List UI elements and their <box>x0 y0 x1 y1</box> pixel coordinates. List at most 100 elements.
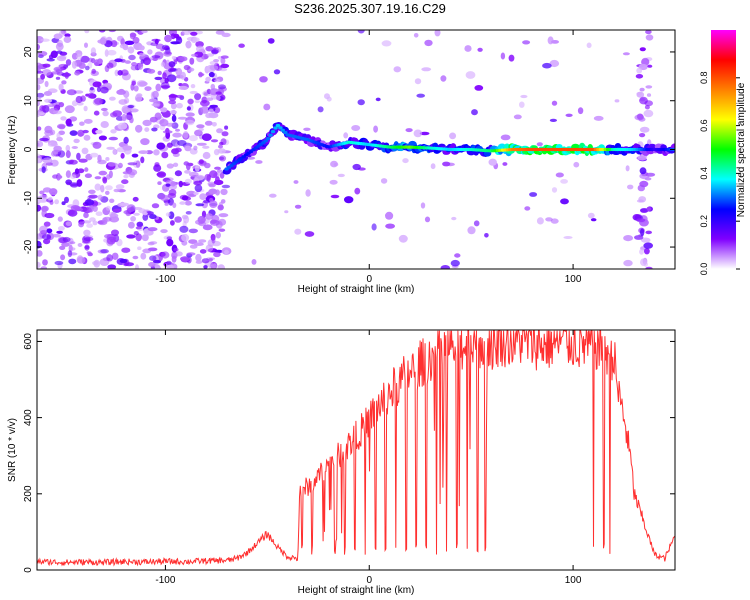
snr-x-tick-label: 100 <box>565 575 582 586</box>
spectrogram-noise-cell <box>454 253 461 258</box>
spectrogram-noise-cell <box>194 184 203 193</box>
spectrogram-noise-cell <box>205 76 211 82</box>
spectrogram-noise-cell <box>174 170 182 177</box>
snr-series-line <box>37 330 675 567</box>
spectrogram-noise-cell <box>133 231 139 236</box>
spectrogram-noise-cell <box>37 240 42 249</box>
colorbar: 0.0 0.2 0.4 0.6 0.8 Normalized spectral ampl… <box>699 30 747 275</box>
spectrogram-noise-cell <box>165 183 171 187</box>
spectrogram-noise-cell <box>304 231 315 237</box>
spectrogram-noise-cell <box>184 200 192 206</box>
spectrogram-noise-cell <box>76 256 86 264</box>
spectrogram-noise-cell <box>44 98 53 103</box>
spectrogram-noise-cell <box>168 100 177 105</box>
spectrogram-noise-cell <box>181 233 190 242</box>
spectrogram-noise-cell <box>153 259 161 264</box>
spectrogram-noise-cell <box>639 47 646 52</box>
spectrogram-noise-cell <box>76 53 83 60</box>
spectrogram-noise-cell <box>220 138 227 146</box>
spectrogram-noise-cell <box>87 252 93 257</box>
spectrogram-noise-cell <box>37 250 43 257</box>
spectrogram-noise-cell <box>181 240 188 246</box>
spectrogram-noise-cell <box>563 236 573 239</box>
spectrogram-noise-cell <box>189 57 195 65</box>
spectrogram-noise-cell <box>169 110 177 115</box>
spectrogram-noise-cell <box>193 191 199 196</box>
spectrogram-noise-cell <box>416 93 426 98</box>
spectrogram-noise-cell <box>155 83 162 92</box>
spectrogram-noise-cell <box>643 109 654 118</box>
spectrogram-noise-cell <box>208 112 219 119</box>
spectrogram-noise-cell <box>117 122 128 130</box>
spectrogram-noise-cell <box>64 71 70 79</box>
spectrogram-noise-cell <box>151 103 160 107</box>
spectrogram-noise-cell <box>117 70 123 76</box>
spectrogram-noise-cell <box>69 174 77 180</box>
spectrogram-noise-cell <box>317 106 324 113</box>
spectrogram-noise-cell <box>484 233 489 238</box>
spectrogram-noise-cell <box>373 125 378 133</box>
spectrogram-noise-cell <box>121 113 127 122</box>
spectrogram-noise-cell <box>67 250 73 258</box>
spectrogram-noise-cell <box>150 42 158 47</box>
spectrogram-noise-cell <box>89 217 96 222</box>
spectrogram-noise-cell <box>140 156 145 164</box>
spectrogram-noise-cell <box>64 33 71 38</box>
spectrogram-noise-cell <box>70 205 81 211</box>
spectrogram-noise-cell <box>182 131 189 139</box>
spectrogram-noise-cell <box>640 228 645 237</box>
spectrogram-noise-cell <box>135 160 141 168</box>
spectrogram-noise-cell <box>83 212 89 219</box>
spectrogram-noise-cell <box>105 205 111 211</box>
spectrogram-noise-cell <box>156 172 166 177</box>
spectrogram-noise-cell <box>217 148 226 154</box>
spectrogram-noise-cell <box>171 255 177 263</box>
spectrogram-noise-cell <box>88 194 98 199</box>
spectrogram-x-tick-label: 100 <box>565 274 582 285</box>
spectrogram-noise-cell <box>42 259 48 266</box>
spectrogram-noise-cell <box>76 152 81 161</box>
spectrogram-noise-cell <box>57 216 63 222</box>
snr-x-axis: -100 0 100 <box>155 330 582 586</box>
spectrogram-noise-cell <box>194 165 200 172</box>
spectrogram-noise-cell <box>144 127 150 132</box>
spectrogram-noise-cell <box>354 187 361 195</box>
spectrogram-noise-cell <box>140 59 145 64</box>
spectrogram-noise-cell <box>639 133 646 138</box>
spectrogram-noise-cell <box>37 157 42 164</box>
spectrogram-noise-cell <box>357 99 365 106</box>
spectrogram-noise-cell <box>209 65 219 71</box>
spectrogram-noise-cell <box>149 214 157 220</box>
spectrogram-noise-cell <box>170 33 176 40</box>
spectrogram-noise-cell <box>83 236 94 242</box>
spectrogram-noise-cell <box>59 245 66 250</box>
spectrogram-noise-cell <box>644 105 650 110</box>
spectrogram-noise-cell <box>166 238 174 247</box>
spectrogram-noise-cell <box>168 94 178 98</box>
spectrogram-noise-cell <box>181 195 189 201</box>
spectrogram-noise-cell <box>96 86 101 93</box>
spectrogram-noise-cell <box>86 223 93 228</box>
spectrogram-track-core <box>283 130 288 135</box>
spectrogram-noise-cell <box>337 173 345 178</box>
spectrogram-noise-cell <box>206 53 215 57</box>
spectrogram-noise-cell <box>92 220 98 226</box>
spectrogram-noise-cell <box>140 138 150 146</box>
spectrogram-noise-cell <box>58 83 64 92</box>
spectrogram-noise-cell <box>522 40 531 45</box>
spectrogram-noise-cell <box>135 226 142 230</box>
spectrogram-noise-cell <box>513 114 522 120</box>
spectrogram-noise-cell <box>154 76 163 81</box>
spectrogram-noise-cell <box>114 58 123 63</box>
spectrogram-noise-cell <box>111 229 119 236</box>
spectrogram-noise-cell <box>170 66 175 72</box>
spectrogram-noise-cell <box>190 84 196 89</box>
spectrogram-noise-cell <box>84 30 90 34</box>
spectrogram-noise-cell <box>123 210 131 215</box>
spectrogram-noise-cell <box>440 265 450 269</box>
spectrogram-noise-cell <box>65 150 71 159</box>
spectrogram-noise-cell <box>124 262 134 267</box>
spectrogram-noise-cell <box>344 196 354 204</box>
spectrogram-noise-cell <box>142 213 149 221</box>
spectrogram-noise-cell <box>84 199 95 206</box>
